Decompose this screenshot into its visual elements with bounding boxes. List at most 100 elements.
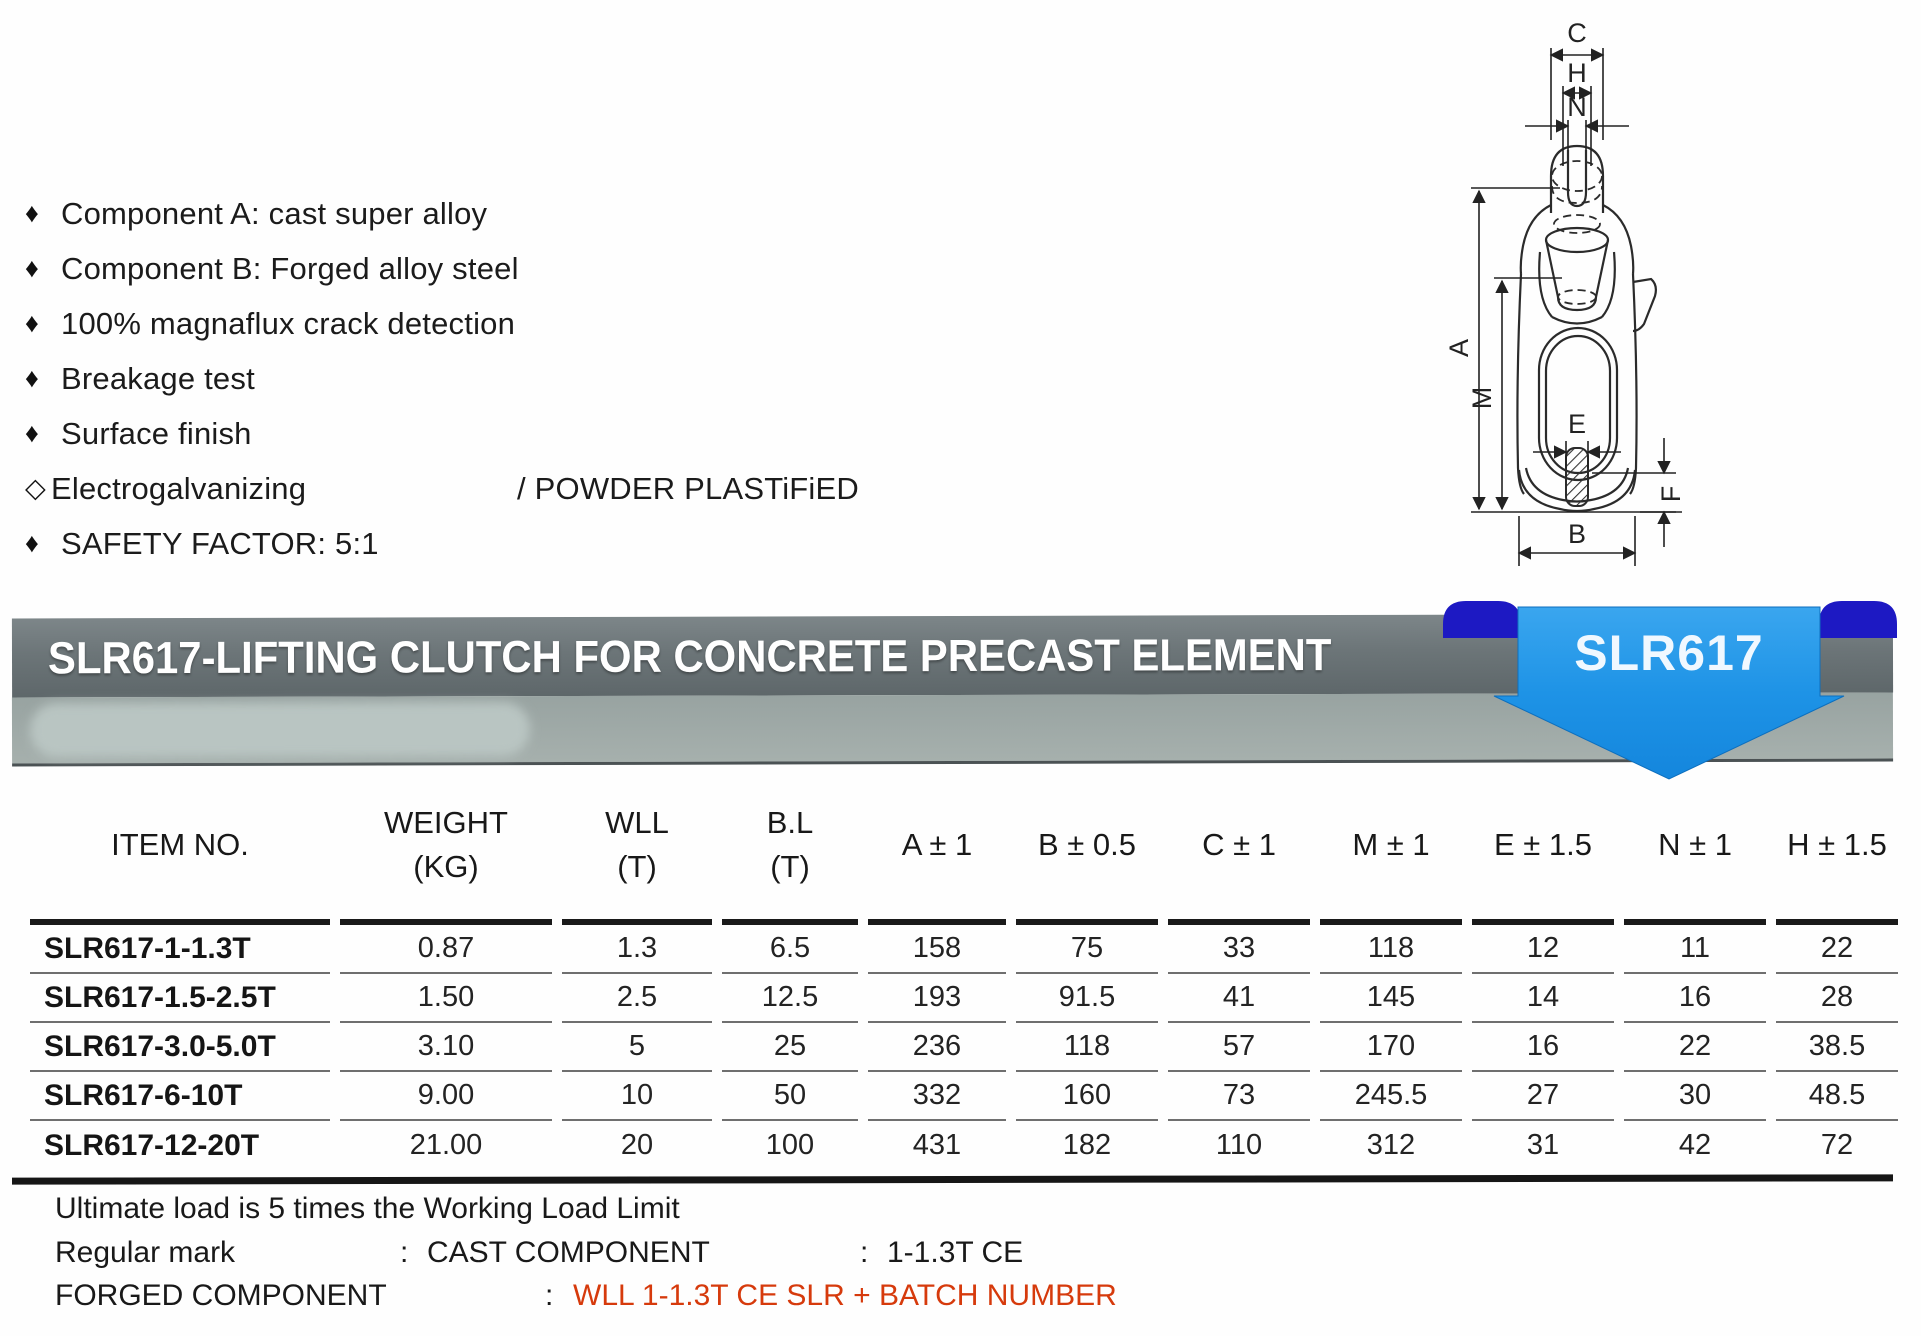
colon-separator: : [400,1236,409,1269]
feature-text-alt: / POWDER PLASTiFiED [517,470,859,506]
cell-m: 170 [1320,1023,1462,1072]
cell-wll: 5 [562,1023,712,1072]
feature-text: 100% magnaflux crack detection [61,305,516,341]
cell-m: 312 [1366,1129,1416,1161]
feature-text: Breakage test [61,360,255,396]
feature-breakage-test: ♦ Breakage test [25,351,1125,406]
hollow-diamond-bullet-icon: ◇ [25,473,46,503]
cell-c: 110 [1215,1129,1263,1161]
col-header-weight: WEIGHT (KG) [340,770,552,925]
regular-mark-label: Regular mark [55,1236,236,1269]
col-header-wll: WLL (T) [562,770,712,925]
cell-bl: 25 [722,1023,858,1072]
cell-e: 31 [1526,1129,1560,1161]
cell-wll: 10 [562,1072,712,1121]
cell-n: 30 [1624,1072,1766,1121]
cell-e: 12 [1472,925,1614,974]
cell-bl: 50 [722,1072,858,1121]
feature-safety-factor: ♦ SAFETY FACTOR: 5:1 [25,516,1125,571]
colon-separator: : [545,1279,554,1312]
table-row: SLR617-12-20T 21.00 20 100 431 182 110 3… [30,1121,1898,1170]
feature-text: Surface finish [61,415,252,451]
cell-b: 75 [1016,925,1158,974]
feature-coating: ◇ Electrogalvanizing / POWDER PLASTiFiED [25,461,1125,516]
cell-m: 145 [1320,974,1462,1023]
cell-m: 245.5 [1320,1072,1462,1121]
feature-text: Electrogalvanizing [51,470,307,506]
cell-e: 27 [1472,1072,1614,1121]
col-header-m: M ± 1 [1320,770,1462,925]
dim-label-a: A [1444,339,1474,357]
cell-bl: 100 [765,1129,815,1161]
cell-weight: 21.00 [409,1129,483,1161]
feature-text: Component B: Forged alloy steel [61,250,519,286]
ribbon-fold-left [1443,601,1521,638]
col-header-h: H ± 1.5 [1776,770,1898,925]
cell-b: 118 [1016,1023,1158,1072]
model-badge-text: SLR617 [1574,625,1763,681]
cell-c: 41 [1168,974,1310,1023]
hidden-lines [1551,160,1603,305]
model-ribbon-badge: SLR617 [1443,601,1897,780]
clutch-dimension-drawing: C H N A M E B F [1444,18,1686,566]
cell-e: 14 [1472,974,1614,1023]
diamond-bullet-icon: ♦ [25,308,39,338]
cell-a: 158 [868,925,1006,974]
col-header-n: N ± 1 [1624,770,1766,925]
cell-a: 236 [868,1023,1006,1072]
cell-item-no: SLR617-1-1.3T [30,925,330,974]
cast-component-value: 1-1.3T CE [887,1236,1024,1269]
note-ultimate-load: Ultimate load is 5 times the Working Loa… [55,1192,680,1225]
cell-e: 16 [1472,1023,1614,1072]
cell-b: 160 [1016,1072,1158,1121]
diamond-bullet-icon: ♦ [25,198,39,228]
cell-a: 332 [868,1072,1006,1121]
feature-text: Component A: cast super alloy [61,195,488,231]
cell-n: 22 [1624,1023,1766,1072]
table-row: SLR617-1-1.3T 0.87 1.3 6.5 158 75 33 118… [30,925,1898,974]
table-header-row: ITEM NO. WEIGHT (KG) WLL (T) B.L (T) A ±… [30,770,1898,925]
diamond-bullet-icon: ♦ [25,253,39,283]
dim-label-f: F [1656,486,1686,503]
cell-n: 16 [1624,974,1766,1023]
cell-m: 118 [1320,925,1462,974]
cell-wll: 20 [620,1129,654,1161]
cell-item-no: SLR617-12-20T [44,1128,260,1162]
dim-label-n: N [1567,92,1587,122]
cell-h: 22 [1776,925,1898,974]
diamond-bullet-icon: ♦ [25,528,39,558]
cast-component-label: CAST COMPONENT [427,1236,710,1269]
dim-label-e: E [1568,409,1586,439]
cell-h: 48.5 [1776,1072,1898,1121]
cell-n: 42 [1678,1129,1712,1161]
cell-n: 11 [1624,925,1766,974]
forged-component-label: FORGED COMPONENT [55,1279,387,1312]
feature-list: ♦ Component A: cast super alloy ♦ Compon… [25,186,1125,571]
cell-weight: 1.50 [340,974,552,1023]
feature-magnaflux: ♦ 100% magnaflux crack detection [25,296,1125,351]
cell-c: 73 [1168,1072,1310,1121]
cell-bl: 12.5 [722,974,858,1023]
cell-wll: 2.5 [562,974,712,1023]
cell-h: 72 [1820,1129,1854,1161]
feature-text: SAFETY FACTOR: 5:1 [61,525,379,561]
cell-weight: 9.00 [340,1072,552,1121]
cell-item-no: SLR617-1.5-2.5T [30,974,330,1023]
diamond-bullet-icon: ♦ [25,418,39,448]
forged-component-value: WLL 1-1.3T CE SLR + BATCH NUMBER [573,1279,1117,1312]
pin-section-hatch [1565,447,1589,507]
cell-a: 193 [868,974,1006,1023]
col-header-e: E ± 1.5 [1472,770,1614,925]
feature-surface-finish: ♦ Surface finish [25,406,1125,461]
cell-c: 57 [1168,1023,1310,1072]
cell-h: 28 [1776,974,1898,1023]
dim-label-h: H [1567,58,1587,88]
cell-wll: 1.3 [562,925,712,974]
col-header-item-no: ITEM NO. [30,770,330,925]
feature-component-b: ♦ Component B: Forged alloy steel [25,241,1125,296]
cell-b: 91.5 [1016,974,1158,1023]
col-header-a: A ± 1 [868,770,1006,925]
diamond-bullet-icon: ♦ [25,363,39,393]
table-bottom-rule [11,1174,1894,1185]
